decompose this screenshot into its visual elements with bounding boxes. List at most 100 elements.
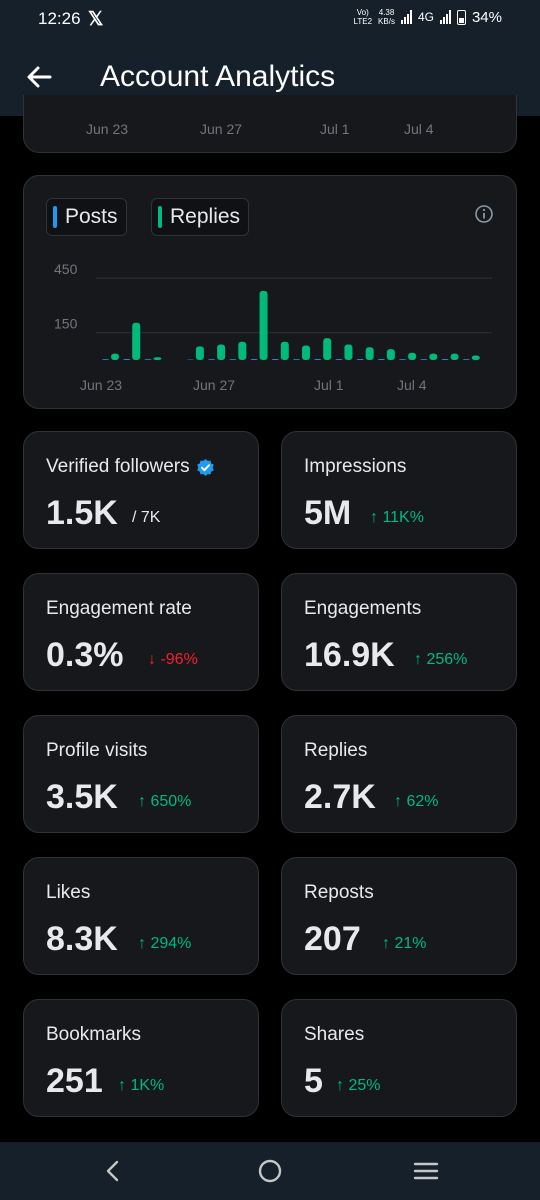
replies-bar bbox=[132, 322, 141, 360]
status-icons: Vo) LTE2 4.38 KB/s 4G 34% bbox=[354, 8, 502, 26]
legend-posts-toggle[interactable]: Posts bbox=[46, 198, 127, 236]
stat-card-bookmarks[interactable]: Bookmarks 251 ↑ 1K% bbox=[23, 999, 259, 1117]
x-axis-label: Jun 23 bbox=[86, 121, 129, 137]
replies-bar bbox=[217, 344, 226, 360]
x-tick-label: Jul 4 bbox=[397, 377, 427, 393]
posts-bar bbox=[377, 359, 385, 360]
posts-bar bbox=[144, 359, 152, 360]
posts-bar bbox=[250, 359, 258, 360]
stat-delta: ↑ 11K% bbox=[370, 509, 424, 526]
replies-bar bbox=[429, 353, 438, 360]
volte-indicator: Vo) LTE2 bbox=[353, 8, 373, 26]
stat-value: 0.3% bbox=[46, 636, 124, 674]
stat-label: Engagement rate bbox=[46, 598, 192, 619]
replies-bar bbox=[302, 345, 310, 360]
stat-delta: ↑ 1K% bbox=[118, 1077, 165, 1094]
posts-bar bbox=[271, 359, 279, 360]
stat-label: Reposts bbox=[304, 882, 374, 903]
back-arrow-icon[interactable] bbox=[22, 60, 56, 94]
stat-delta: ↑ 62% bbox=[394, 793, 439, 810]
posts-bar bbox=[462, 359, 470, 360]
replies-bar bbox=[386, 349, 395, 360]
network-speed-unit: KB/s bbox=[378, 17, 395, 26]
posts-bar bbox=[335, 359, 343, 360]
stat-label: Verified followers bbox=[46, 456, 215, 478]
replies-bar bbox=[323, 338, 332, 360]
posts-replies-chart-card: Posts Replies 450 150 Jun 23 Jun 27 Jul 1 Jul… bbox=[23, 175, 517, 409]
legend-replies-label: Replies bbox=[170, 205, 241, 228]
back-nav-icon[interactable] bbox=[100, 1158, 126, 1184]
recents-nav-icon[interactable] bbox=[412, 1158, 440, 1184]
posts-bar bbox=[314, 359, 322, 360]
stat-card-engagement-rate[interactable]: Engagement rate 0.3% ↓ -96% bbox=[23, 573, 259, 691]
stat-value: 3.5K bbox=[46, 778, 118, 816]
home-nav-icon[interactable] bbox=[257, 1158, 283, 1184]
stat-label: Replies bbox=[304, 740, 368, 761]
replies-bar bbox=[111, 353, 119, 360]
stat-delta: ↑ 256% bbox=[414, 651, 468, 668]
signal-icon bbox=[400, 10, 412, 24]
posts-bar bbox=[399, 359, 407, 360]
stat-value: 5 bbox=[304, 1062, 323, 1100]
posts-bar bbox=[123, 359, 131, 360]
replies-bar bbox=[471, 355, 480, 360]
stat-value: 5M bbox=[304, 494, 352, 532]
stat-delta: ↑ 21% bbox=[382, 935, 427, 952]
stat-card-verified-followers[interactable]: Verified followers 1.5K / 7K bbox=[23, 431, 259, 549]
posts-bar bbox=[229, 359, 237, 360]
stat-label: Shares bbox=[304, 1024, 365, 1045]
bar-chart: 450 150 Jun 23 Jun 27 Jul 1 Jul 4 bbox=[54, 261, 492, 393]
stat-card-profile-visits[interactable]: Profile visits 3.5K ↑ 650% bbox=[23, 715, 259, 833]
stat-value: 207 bbox=[304, 920, 361, 958]
stat-sub-total: / 7K bbox=[132, 509, 161, 526]
stat-delta: ↑ 25% bbox=[336, 1077, 381, 1094]
x-tick-label: Jun 23 bbox=[80, 377, 122, 393]
stat-delta: ↑ 294% bbox=[138, 935, 192, 952]
status-bar: 12:26 𝕏 Vo) LTE2 4.38 KB/s 4G 34% bbox=[0, 0, 540, 40]
stat-label: Bookmarks bbox=[46, 1024, 142, 1045]
legend-posts-label: Posts bbox=[65, 205, 118, 228]
network-speed-value: 4.38 bbox=[378, 8, 395, 17]
x-tick-label: Jun 27 bbox=[193, 377, 235, 393]
battery-icon bbox=[456, 9, 466, 25]
info-icon[interactable] bbox=[474, 204, 494, 224]
x-axis-label: Jun 27 bbox=[200, 121, 243, 137]
stat-value: 1.5K bbox=[46, 494, 118, 532]
x-axis-label: Jul 4 bbox=[404, 121, 434, 137]
network-speed: 4.38 KB/s bbox=[378, 8, 395, 26]
posts-bar bbox=[441, 359, 449, 360]
x-axis-label: Jul 1 bbox=[320, 121, 350, 137]
signal-icon-2 bbox=[439, 10, 451, 24]
stat-delta: ↑ 650% bbox=[138, 793, 192, 810]
stat-card-impressions[interactable]: Impressions 5M ↑ 11K% bbox=[281, 431, 517, 549]
replies-swatch bbox=[158, 206, 162, 228]
verified-badge-icon bbox=[196, 458, 214, 476]
legend-replies-toggle[interactable]: Replies bbox=[151, 198, 250, 236]
posts-bar bbox=[420, 359, 428, 360]
stat-label: Engagements bbox=[304, 598, 422, 619]
x-tick-label: Jul 1 bbox=[314, 377, 344, 393]
stat-card-reposts[interactable]: Reposts 207 ↑ 21% bbox=[281, 857, 517, 975]
posts-bar bbox=[208, 359, 216, 360]
stat-card-engagements[interactable]: Engagements 16.9K ↑ 256% bbox=[281, 573, 517, 691]
stat-delta: ↓ -96% bbox=[148, 651, 198, 668]
stat-card-shares[interactable]: Shares 5 ↑ 25% bbox=[281, 999, 517, 1117]
stat-label: Profile visits bbox=[46, 740, 148, 761]
stat-card-likes[interactable]: Likes 8.3K ↑ 294% bbox=[23, 857, 259, 975]
posts-bar bbox=[293, 359, 300, 360]
replies-bar bbox=[259, 290, 268, 360]
replies-bar bbox=[365, 347, 374, 360]
clock: 12:26 bbox=[38, 9, 81, 28]
replies-bar bbox=[195, 346, 204, 360]
replies-bar bbox=[408, 352, 417, 360]
stat-value: 16.9K bbox=[304, 636, 395, 674]
stat-value: 251 bbox=[46, 1062, 103, 1100]
stat-label: Impressions bbox=[304, 456, 407, 477]
stat-card-replies[interactable]: Replies 2.7K ↑ 62% bbox=[281, 715, 517, 833]
y-tick-label: 450 bbox=[54, 261, 78, 277]
battery-percent: 34% bbox=[471, 8, 502, 26]
replies-bar bbox=[280, 341, 289, 360]
stat-label-text: Verified followers bbox=[46, 456, 190, 477]
x-logo-icon: 𝕏 bbox=[88, 9, 104, 30]
stat-label: Likes bbox=[46, 882, 91, 903]
